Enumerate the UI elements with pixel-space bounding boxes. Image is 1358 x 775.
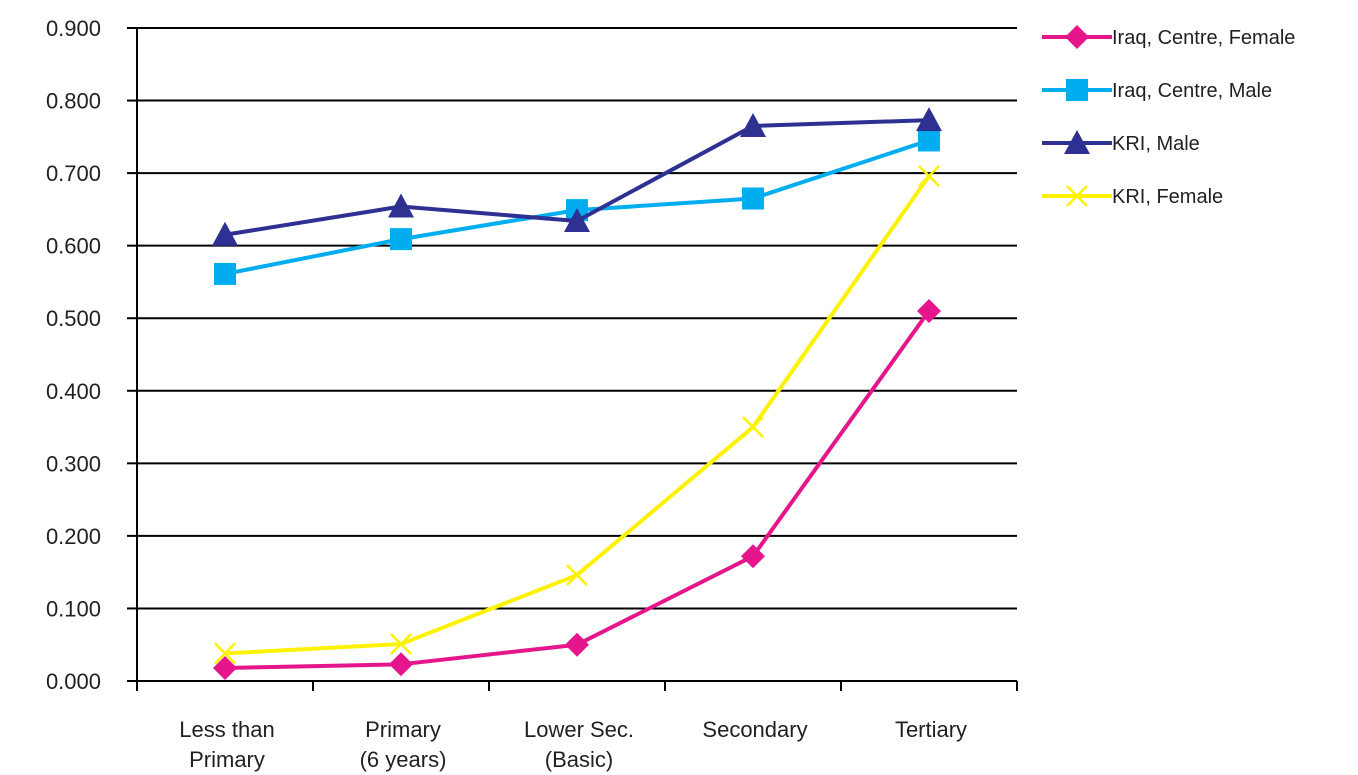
x-tick-label-line: Less than — [179, 717, 274, 742]
series-x — [214, 165, 940, 665]
legend-marker-x — [1066, 185, 1088, 207]
data-point-triangle — [388, 193, 414, 218]
y-tick-label: 0.600 — [46, 234, 101, 259]
axes — [127, 27, 1018, 691]
data-point-square — [918, 129, 940, 152]
data-point-diamond — [917, 298, 941, 323]
legend-label: Iraq, Centre, Male — [1112, 80, 1272, 102]
x-tick-labels: Less than Primary Primary (6 years) Lower Se… — [179, 717, 967, 772]
y-tick-label: 0.300 — [46, 451, 101, 476]
x-tick-label-line: Lower Sec. — [524, 717, 634, 742]
x-marker-stroke — [214, 642, 236, 665]
x-tick-label-line: Secondary — [702, 717, 807, 742]
x-tick-label: Secondary — [702, 717, 807, 742]
data-point-x — [390, 633, 412, 655]
x-marker-stroke — [742, 416, 764, 438]
x-tick-label: Primary (6 years) — [360, 717, 447, 772]
x-tick-label: Lower Sec. (Basic) — [524, 717, 634, 772]
data-point-diamond — [565, 632, 589, 657]
series-triangle — [212, 107, 942, 246]
legend-marker-square — [1066, 79, 1088, 101]
legend-marker-triangle — [1064, 130, 1090, 154]
x-tick-label-line: Tertiary — [895, 717, 967, 742]
y-tick-label: 0.800 — [46, 89, 101, 114]
y-tick-label: 0.200 — [46, 524, 101, 549]
legend-label: KRI, Female — [1112, 186, 1223, 208]
data-point-x — [918, 165, 940, 187]
legend-marker-diamond — [1065, 25, 1089, 49]
series-diamond — [213, 298, 941, 680]
legend-label: Iraq, Centre, Female — [1112, 27, 1295, 49]
y-tick-label: 0.500 — [46, 306, 101, 331]
data-point-triangle — [564, 207, 590, 232]
legend-item: Iraq, Centre, Female — [1042, 25, 1295, 49]
data-point-triangle — [916, 107, 942, 132]
data-point-square — [390, 228, 412, 251]
x-marker-stroke — [390, 633, 412, 655]
y-tick-label: 0.700 — [46, 161, 101, 186]
series-line — [224, 309, 931, 670]
x-marker-stroke — [1066, 185, 1088, 207]
y-tick-label: 0.400 — [46, 379, 101, 404]
series-line — [224, 174, 931, 656]
data-point-triangle — [212, 221, 238, 246]
data-point-x — [214, 642, 236, 665]
data-point-square — [214, 262, 236, 285]
legend-item: KRI, Male — [1042, 130, 1200, 155]
y-tick-labels: 0.000 0.100 0.200 0.300 0.400 0.500 0.600 0.700… — [46, 16, 101, 694]
x-tick-label: Less than Primary — [179, 717, 274, 772]
data-point-x — [742, 416, 764, 438]
series-lines — [212, 107, 942, 680]
x-marker-stroke — [918, 165, 940, 187]
x-tick-label: Tertiary — [895, 717, 967, 742]
data-point-triangle — [740, 112, 766, 137]
x-tick-label-line: Primary — [365, 717, 441, 742]
legend-item: Iraq, Centre, Male — [1042, 79, 1272, 102]
x-tick-label-line: (6 years) — [360, 747, 447, 772]
x-tick-label-line: (Basic) — [545, 747, 613, 772]
y-tick-label: 0.000 — [46, 669, 101, 694]
y-tick-label: 0.100 — [46, 596, 101, 621]
data-point-diamond — [389, 652, 413, 677]
x-tick-label-line: Primary — [189, 747, 265, 772]
data-point-x — [566, 564, 588, 586]
legend-item: KRI, Female — [1042, 185, 1223, 208]
legend-label: KRI, Male — [1112, 133, 1200, 155]
series-square — [214, 129, 940, 285]
y-tick-label: 0.900 — [46, 16, 101, 41]
gridlines — [137, 27, 1017, 610]
legend: Iraq, Centre, Female Iraq, Centre, Male KR… — [1042, 25, 1295, 208]
x-marker-stroke — [566, 564, 588, 586]
data-point-diamond — [213, 655, 237, 680]
data-point-diamond — [741, 544, 765, 569]
data-point-square — [742, 187, 764, 210]
